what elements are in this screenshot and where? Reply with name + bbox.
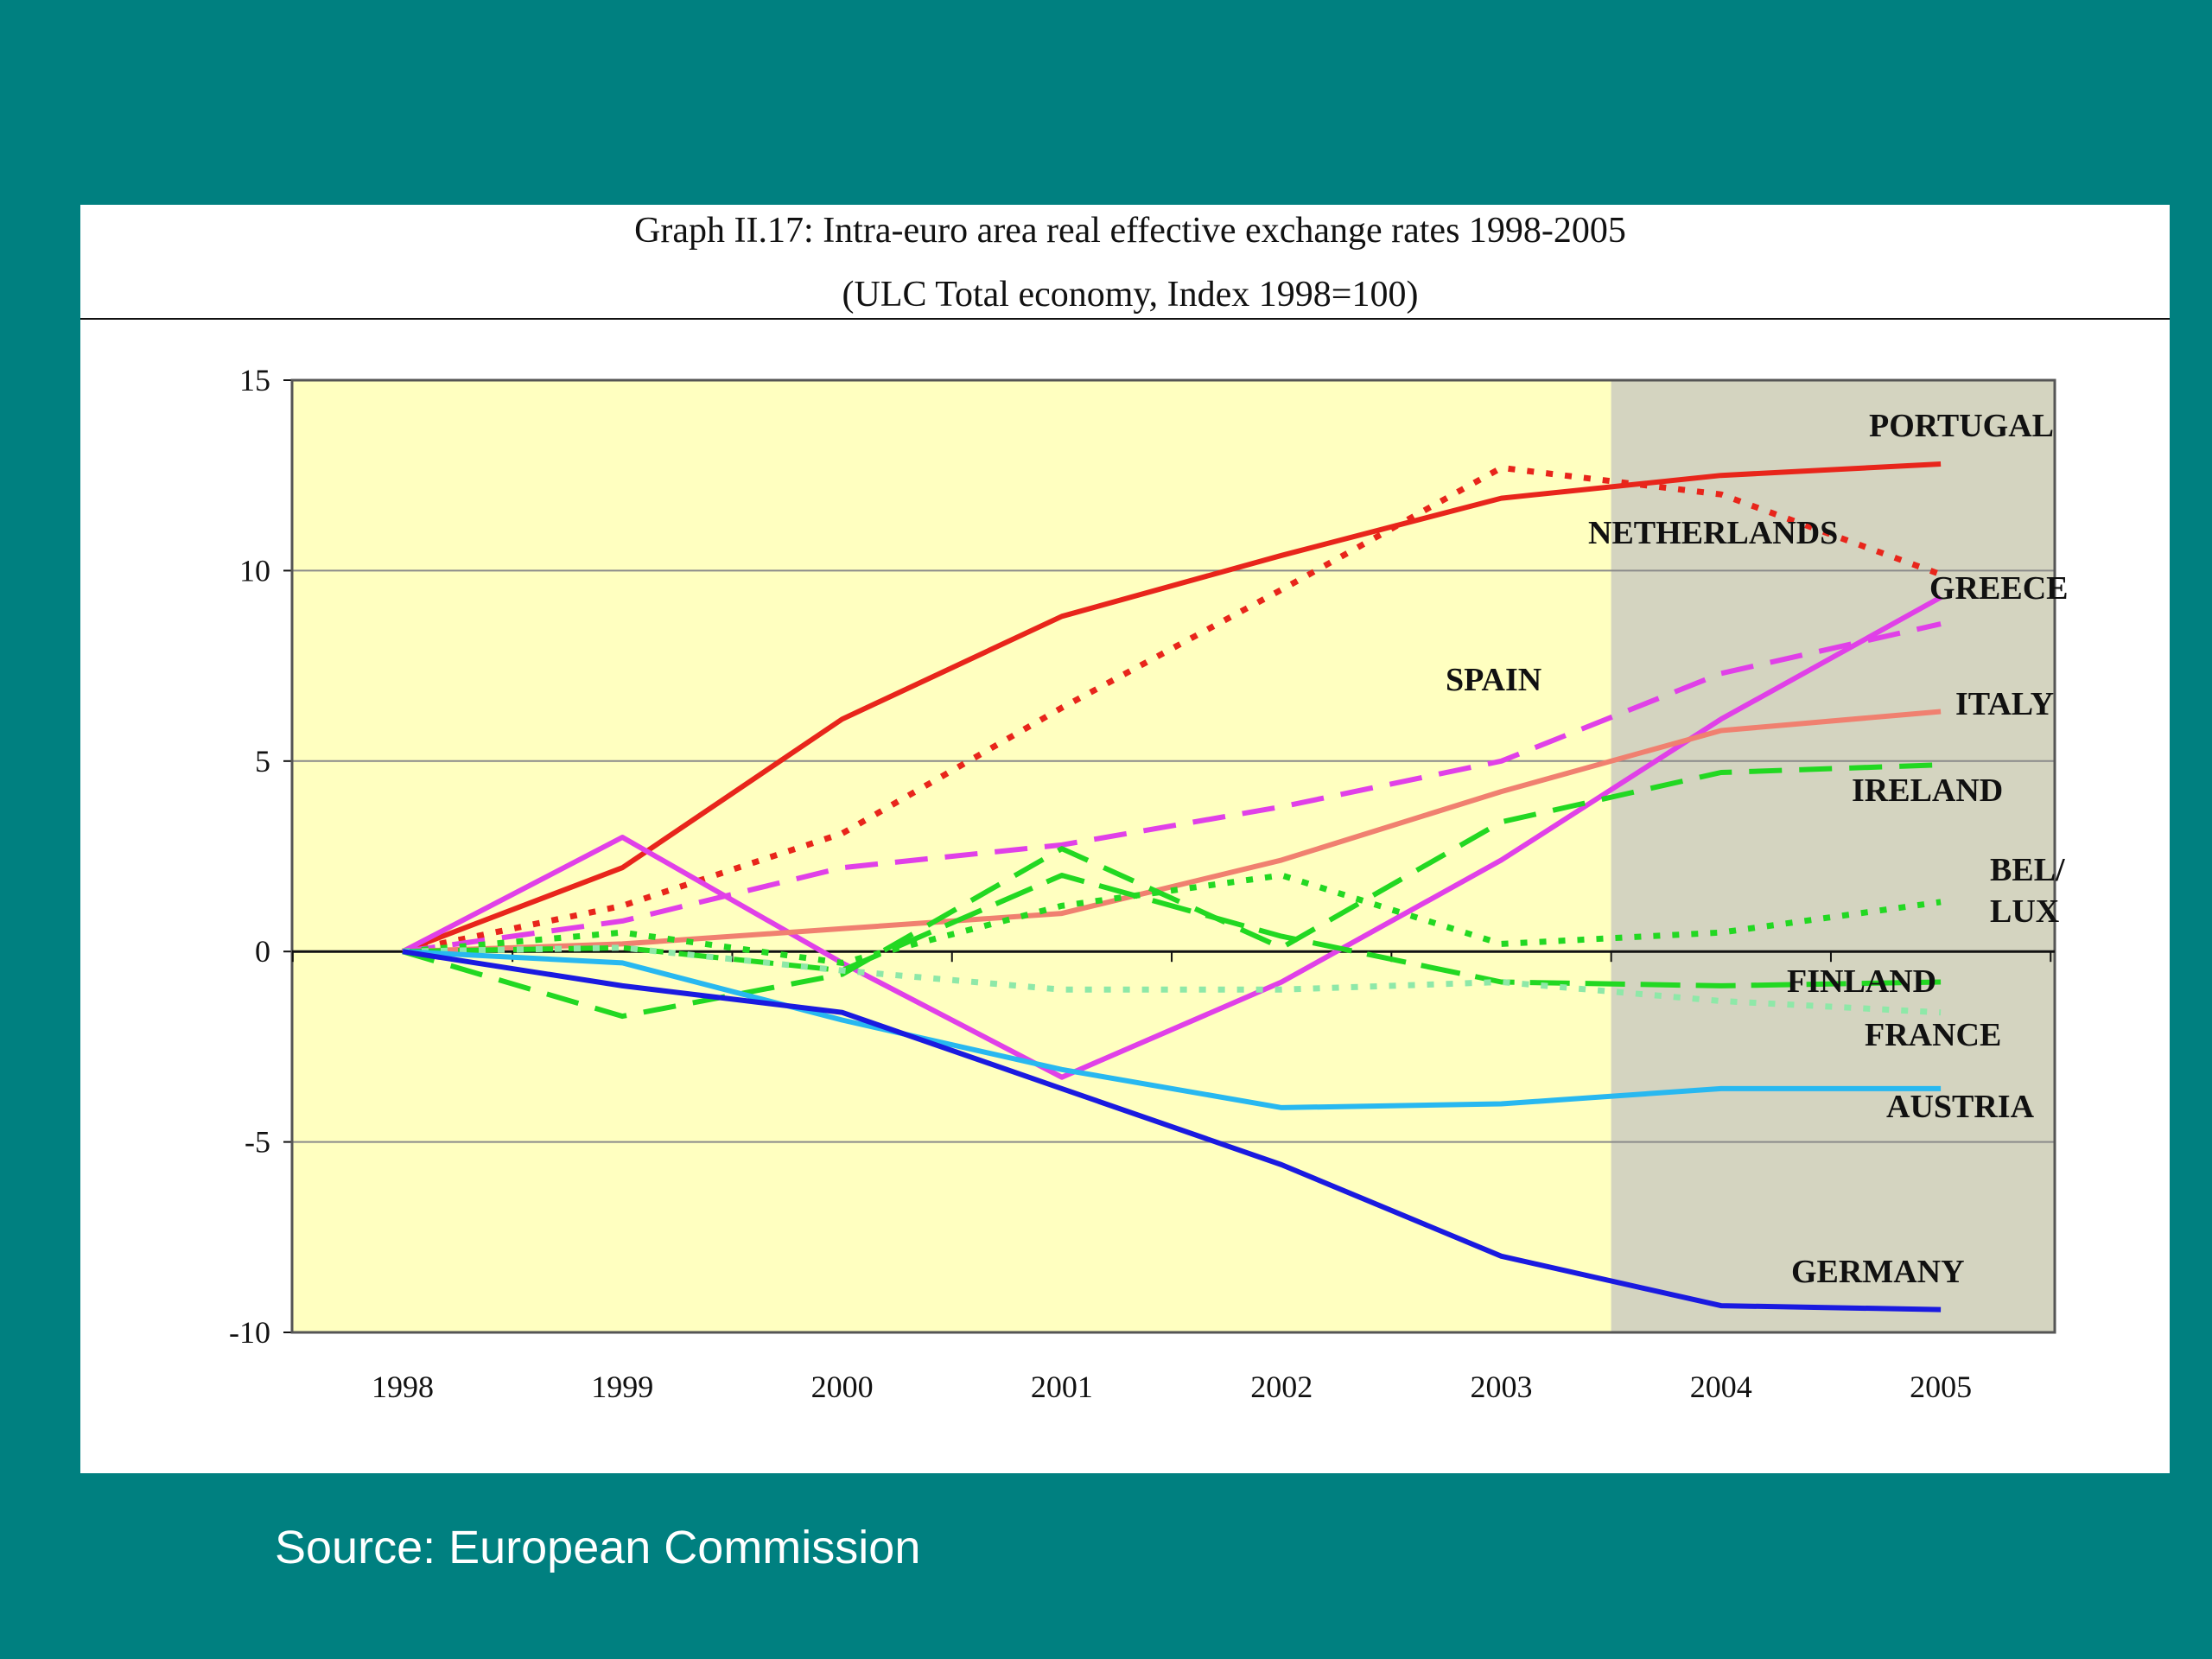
y-tick-label: -10 (229, 1315, 270, 1350)
x-tick-label: 1999 (591, 1370, 653, 1404)
chart-subtitle: (ULC Total economy, Index 1998=100) (842, 275, 1419, 315)
source-caption: Source: European Commission (275, 1522, 921, 1573)
series-label: GERMANY (1791, 1254, 1965, 1290)
x-tick-label: 2002 (1250, 1370, 1313, 1404)
series-label: FRANCE (1865, 1017, 2001, 1053)
series-label: ITALY (1955, 686, 2054, 722)
y-tick-label: 0 (255, 934, 270, 969)
series-line-finland (402, 873, 1942, 988)
chart-panel: Graph II.17: Intra-euro area real effect… (80, 205, 2170, 1473)
x-tick-label: 2005 (1910, 1370, 1972, 1404)
x-tick-label: 2003 (1471, 1370, 1533, 1404)
series-line-austria (402, 949, 1942, 1110)
series-line-germany (402, 949, 1942, 1313)
x-tick-label: 2000 (811, 1370, 874, 1404)
plot-area: 15 10 5 0 -5 -10 1998 1999 2000 2001 2002 2003 2004 2… (229, 363, 2068, 1404)
x-tick-label: 2004 (1690, 1370, 1752, 1404)
series-line-netherlands (402, 464, 1942, 955)
y-tick-label: 15 (239, 363, 270, 397)
series-line-ireland (402, 762, 1942, 1020)
series-label: GREECE (1929, 570, 2068, 607)
series-label: SPAIN (1446, 662, 1541, 698)
series-label: PORTUGAL (1869, 408, 2054, 444)
plot-frame (290, 378, 2056, 1334)
chart-title: Graph II.17: Intra-euro area real effect… (634, 211, 1626, 251)
x-tick-label: 2001 (1031, 1370, 1093, 1404)
y-tick-label: -5 (245, 1125, 270, 1160)
series-label: BEL/ (1990, 852, 2065, 888)
series-line-portugal (401, 461, 1942, 955)
series-label: FINLAND (1787, 963, 1936, 1000)
series-line-bel-lux (402, 872, 1942, 966)
series-label: IRELAND (1852, 772, 2003, 809)
series-label: LUX (1990, 893, 2059, 930)
x-tick-label: 1998 (372, 1370, 434, 1404)
forecast-shading (1611, 380, 2055, 1332)
series-line-spain (402, 621, 1942, 955)
chart-svg: Graph II.17: Intra-euro area real effect… (80, 211, 2170, 1404)
series-line-italy (402, 709, 1942, 955)
y-tick-label: 5 (255, 744, 270, 779)
series-label: NETHERLANDS (1588, 515, 1838, 551)
y-tick-label: 10 (239, 553, 270, 588)
series-label: AUSTRIA (1886, 1089, 2035, 1125)
